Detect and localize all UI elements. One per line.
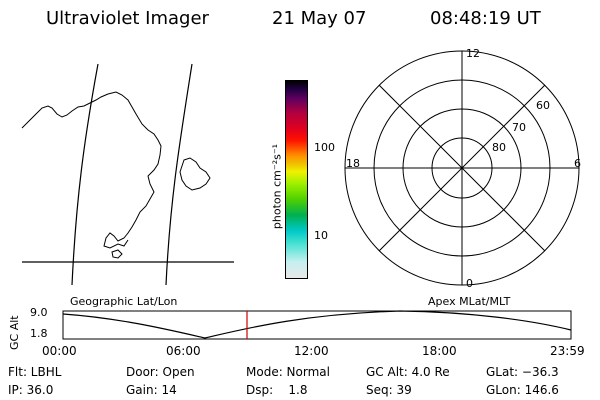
dsp-info: Dsp: 1.8 bbox=[246, 383, 308, 397]
app-title: Ultraviolet Imager bbox=[46, 8, 209, 29]
gc-alt-info: GC Alt: 4.0 Re bbox=[366, 365, 450, 379]
colorbar-tick-10: 10 bbox=[314, 229, 328, 242]
colorbar bbox=[285, 80, 308, 279]
time-tick-1200: 12:00 bbox=[294, 344, 329, 358]
mlt-label-0: 0 bbox=[466, 277, 473, 290]
seq-info: Seq: 39 bbox=[366, 383, 412, 397]
polar-panel-label: Apex MLat/MLT bbox=[428, 295, 511, 308]
colorbar-tick-100: 100 bbox=[314, 141, 335, 154]
mlat-label-80: 80 bbox=[492, 141, 506, 154]
image-date: 21 May 07 bbox=[272, 8, 367, 29]
altitude-ytick-1.8: 1.8 bbox=[30, 327, 48, 340]
mlat-label-60: 60 bbox=[536, 99, 550, 112]
time-tick-2359: 23:59 bbox=[550, 344, 585, 358]
time-tick-0000: 00:00 bbox=[42, 344, 77, 358]
door-info: Door: Open bbox=[126, 365, 195, 379]
geo-panel-label: Geographic Lat/Lon bbox=[70, 295, 178, 308]
ip-info: IP: 36.0 bbox=[8, 383, 54, 397]
mlt-label-6: 6 bbox=[574, 157, 581, 170]
glon-info: GLon: 146.6 bbox=[486, 383, 559, 397]
mlt-label-18: 18 bbox=[346, 157, 360, 170]
altitude-ylabel: GC Alt bbox=[8, 315, 21, 350]
time-tick-0600: 06:00 bbox=[166, 344, 201, 358]
mlt-label-12: 12 bbox=[466, 47, 480, 60]
glat-info: GLat: −36.3 bbox=[486, 365, 559, 379]
altitude-ytick-9: 9.0 bbox=[30, 306, 48, 319]
time-tick-1800: 18:00 bbox=[422, 344, 457, 358]
filter-info: Flt: LBHL bbox=[8, 365, 62, 379]
mode-info: Mode: Normal bbox=[246, 365, 330, 379]
image-time: 08:48:19 UT bbox=[430, 8, 541, 29]
mlat-label-70: 70 bbox=[512, 121, 526, 134]
gain-info: Gain: 14 bbox=[126, 383, 177, 397]
